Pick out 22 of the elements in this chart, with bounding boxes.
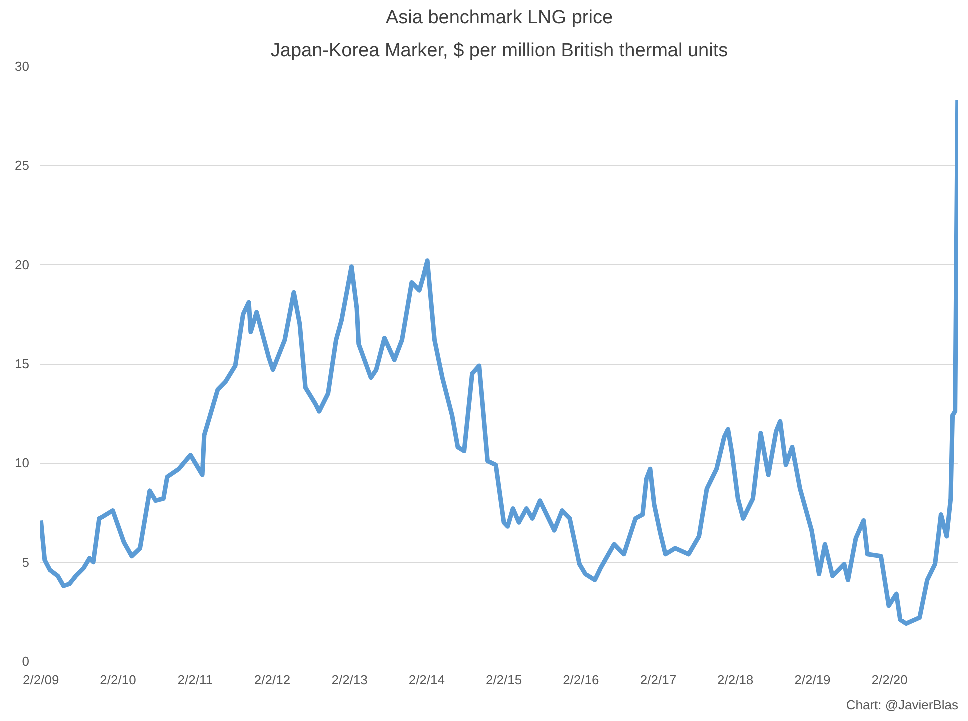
x-tick-label: 2/2/10 xyxy=(100,672,136,688)
x-tick-label: 2/2/16 xyxy=(563,672,600,688)
x-tick-label: 2/2/20 xyxy=(872,672,908,688)
y-tick-label: 20 xyxy=(15,257,30,272)
y-tick-label: 15 xyxy=(15,356,30,372)
chart-title: Asia benchmark LNG price xyxy=(386,8,614,28)
x-tick-label: 2/2/19 xyxy=(794,672,831,688)
x-tick-label: 2/2/09 xyxy=(23,672,60,688)
x-tick-label: 2/2/13 xyxy=(332,672,368,688)
x-tick-label: 2/2/17 xyxy=(640,672,677,688)
y-tick-label: 5 xyxy=(22,554,30,570)
y-tick-label: 0 xyxy=(22,654,30,669)
y-tick-label: 30 xyxy=(15,59,30,74)
chart-subtitle: Japan-Korea Marker, $ per million British thermal units xyxy=(270,40,728,62)
x-tick-label: 2/2/11 xyxy=(178,672,213,688)
text: Chart: @JavierBlas xyxy=(846,698,959,712)
y-tick-label: 25 xyxy=(15,158,30,174)
x-tick-label: 2/2/15 xyxy=(486,672,522,688)
x-tick-label: 2/2/12 xyxy=(254,672,291,688)
y-tick-label: 10 xyxy=(15,456,30,471)
x-tick-label: 2/2/18 xyxy=(718,672,754,688)
x-tick-label: 2/2/14 xyxy=(408,672,446,688)
